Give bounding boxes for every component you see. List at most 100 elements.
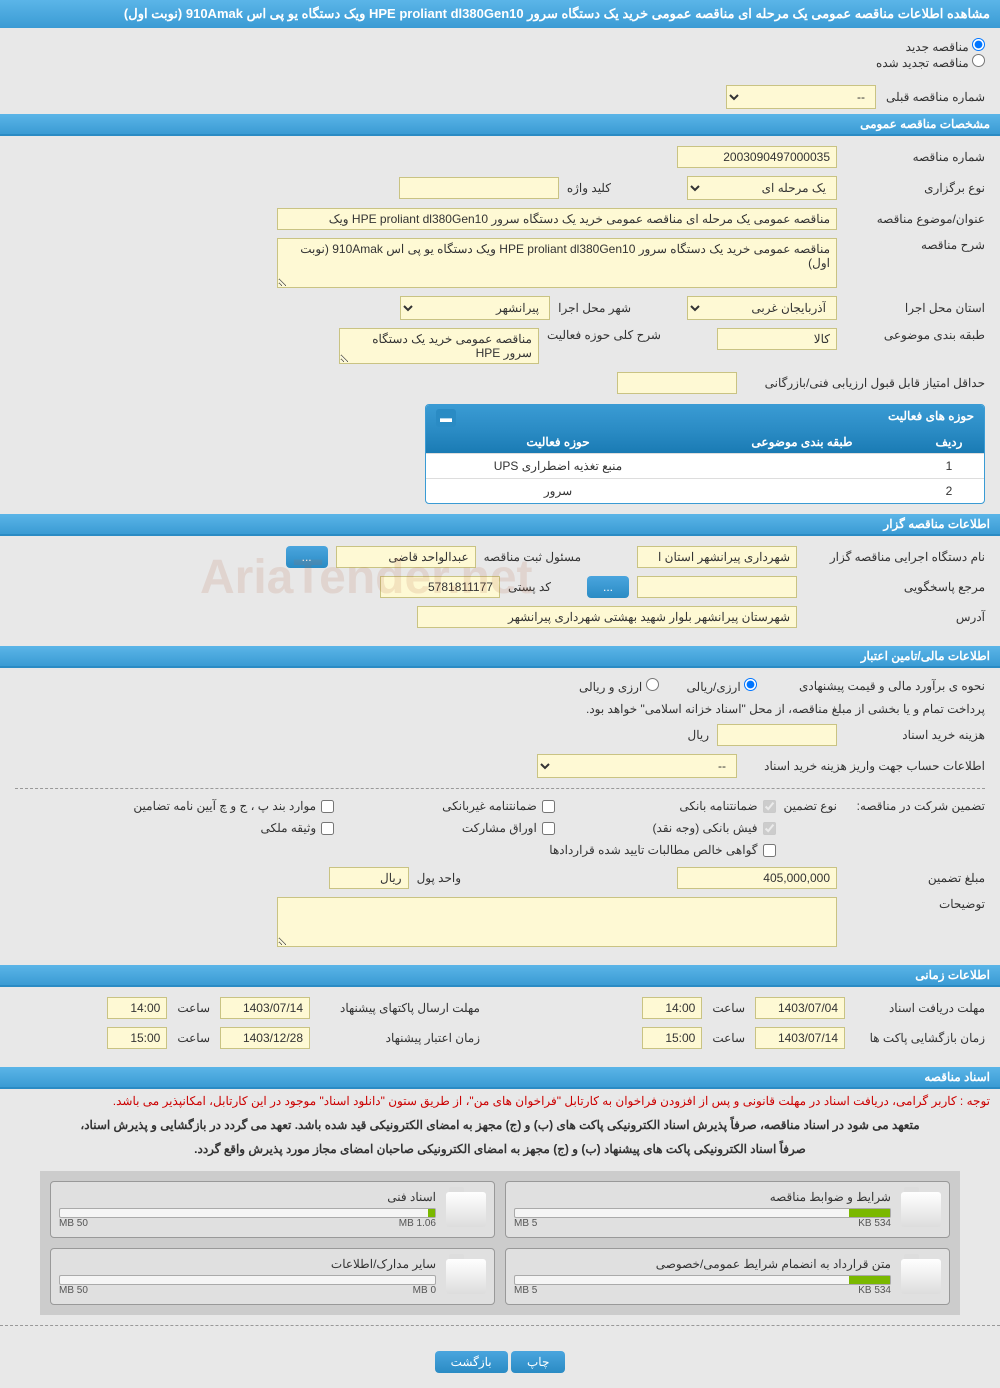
resp-input[interactable] — [336, 546, 476, 568]
back-button[interactable]: بازگشت — [435, 1351, 508, 1373]
submit-deadline-label: مهلت ارسال پاکتهای پیشنهاد — [320, 1001, 480, 1015]
check-cert[interactable] — [763, 844, 776, 857]
org-label: نام دستگاه اجرایی مناقصه گزار — [805, 550, 985, 564]
post-input[interactable] — [380, 576, 500, 598]
folder-icon — [901, 1259, 941, 1294]
scope-label: شرح کلی حوزه فعالیت — [547, 328, 661, 342]
category-input[interactable] — [717, 328, 837, 350]
folder-icon — [446, 1192, 486, 1227]
section-documents-header: اسناد مناقصه — [0, 1067, 1000, 1089]
payment-note: پرداخت تمام و یا بخشی از مبلغ مناقصه، از… — [15, 702, 985, 716]
province-label: استان محل اجرا — [845, 301, 985, 315]
radio-rial[interactable] — [744, 678, 757, 691]
minimize-icon[interactable]: ▬ — [436, 409, 456, 427]
page-title: مشاهده اطلاعات مناقصه عمومی یک مرحله ای … — [0, 0, 1000, 28]
col-idx: ردیف — [924, 435, 974, 449]
check-bonds[interactable] — [542, 822, 555, 835]
ref-label: مرجع پاسخگویی — [805, 580, 985, 594]
file-name: متن قرارداد به انضمام شرایط عمومی/خصوصی — [514, 1257, 891, 1271]
notes-label: توضیحات — [845, 897, 985, 911]
notes-textarea[interactable] — [277, 897, 837, 947]
table-row: 2سرور — [426, 478, 984, 503]
col-act: حوزه فعالیت — [436, 435, 680, 449]
open-date[interactable] — [755, 1027, 845, 1049]
guarantee-label: تضمین شرکت در مناقصه: — [845, 799, 985, 813]
tender-type-radios: مناقصه جدید مناقصه تجدید شده — [0, 28, 1000, 80]
radio-new-tender[interactable] — [972, 38, 985, 51]
ref-input[interactable] — [637, 576, 797, 598]
open-label: زمان بازگشایی پاکت ها — [855, 1031, 985, 1045]
commitment-text2: صرفاً اسناد الکترونیکی پاکت های پیشنهاد … — [0, 1137, 1000, 1161]
doc-deadline-time[interactable] — [642, 997, 702, 1019]
unit-label: واحد پول — [417, 871, 461, 885]
addr-label: آدرس — [805, 610, 985, 624]
prev-tender-select[interactable]: -- — [726, 85, 876, 109]
radio-new-label: مناقصه جدید — [906, 40, 969, 54]
check-items[interactable] — [321, 800, 334, 813]
title-label: عنوان/موضوع مناقصه — [845, 212, 985, 226]
submit-deadline-date[interactable] — [220, 997, 310, 1019]
check-nonbank[interactable] — [542, 800, 555, 813]
desc-label: شرح مناقصه — [845, 238, 985, 252]
section-general-header: مشخصات مناقصه عمومی — [0, 114, 1000, 136]
prev-tender-label: شماره مناقصه قبلی — [886, 90, 985, 104]
scope-textarea[interactable] — [339, 328, 539, 364]
col-cat: طبقه بندی موضوعی — [680, 435, 924, 449]
warning-text: توجه : کاربر گرامی، دریافت اسناد در مهلت… — [0, 1089, 1000, 1113]
check-bank-guarantee[interactable] — [763, 800, 776, 813]
keyword-label: کلید واژه — [567, 181, 611, 195]
radio-renewed-tender[interactable] — [972, 54, 985, 67]
section-organizer-header: اطلاعات مناقصه گزار — [0, 514, 1000, 536]
activity-table-title: حوزه های فعالیت — [456, 409, 974, 427]
file-grid: شرایط و ضوابط مناقصه 534 KB5 MB اسناد فن… — [40, 1171, 960, 1315]
radio-currency[interactable] — [646, 678, 659, 691]
category-label: طبقه بندی موضوعی — [845, 328, 985, 342]
validity-date[interactable] — [220, 1027, 310, 1049]
section-financial-header: اطلاعات مالی/تامین اعتبار — [0, 646, 1000, 668]
validity-time[interactable] — [107, 1027, 167, 1049]
province-select[interactable]: آذربایجان غربی — [687, 296, 837, 320]
addr-input[interactable] — [417, 606, 797, 628]
method-label: نحوه ی برآورد مالی و قیمت پیشنهادی — [765, 679, 985, 693]
city-label: شهر محل اجرا — [558, 301, 631, 315]
submit-deadline-time[interactable] — [107, 997, 167, 1019]
section-timing-header: اطلاعات زمانی — [0, 965, 1000, 987]
resp-dots-button[interactable]: ... — [286, 546, 328, 568]
title-input[interactable] — [277, 208, 837, 230]
org-input[interactable] — [637, 546, 797, 568]
folder-icon — [446, 1259, 486, 1294]
file-card[interactable]: شرایط و ضوابط مناقصه 534 KB5 MB — [505, 1181, 950, 1238]
account-label: اطلاعات حساب جهت واریز هزینه خرید اسناد — [745, 759, 985, 773]
validity-label: زمان اعتبار پیشنهاد — [320, 1031, 480, 1045]
ref-dots-button[interactable]: ... — [587, 576, 629, 598]
type-select[interactable]: یک مرحله ای — [687, 176, 837, 200]
file-name: اسناد فنی — [59, 1190, 436, 1204]
city-select[interactable]: پیرانشهر — [400, 296, 550, 320]
print-button[interactable]: چاپ — [511, 1351, 565, 1373]
guarantee-type-label: نوع تضمین — [784, 799, 837, 813]
file-card[interactable]: متن قرارداد به انضمام شرایط عمومی/خصوصی … — [505, 1248, 950, 1305]
min-score-input[interactable] — [617, 372, 737, 394]
cost-unit: ریال — [687, 728, 709, 742]
commitment-text1: متعهد می شود در اسناد مناقصه، صرفاً پذیر… — [0, 1113, 1000, 1137]
cost-input[interactable] — [717, 724, 837, 746]
check-cash[interactable] — [763, 822, 776, 835]
keyword-input[interactable] — [399, 177, 559, 199]
tender-no-input[interactable] — [677, 146, 837, 168]
type-label: نوع برگزاری — [845, 181, 985, 195]
doc-deadline-date[interactable] — [755, 997, 845, 1019]
file-card[interactable]: اسناد فنی 1.06 MB50 MB — [50, 1181, 495, 1238]
desc-textarea[interactable] — [277, 238, 837, 288]
amount-label: مبلغ تضمین — [845, 871, 985, 885]
account-select[interactable]: -- — [537, 754, 737, 778]
folder-icon — [901, 1192, 941, 1227]
open-time[interactable] — [642, 1027, 702, 1049]
radio-renewed-label: مناقصه تجدید شده — [876, 56, 969, 70]
post-label: کد پستی — [508, 580, 551, 594]
check-property[interactable] — [321, 822, 334, 835]
unit-input[interactable] — [329, 867, 409, 889]
amount-input[interactable] — [677, 867, 837, 889]
doc-deadline-label: مهلت دریافت اسناد — [855, 1001, 985, 1015]
file-card[interactable]: سایر مدارک/اطلاعات 0 MB50 MB — [50, 1248, 495, 1305]
table-row: 1منبع تغذیه اضطراری UPS — [426, 453, 984, 478]
